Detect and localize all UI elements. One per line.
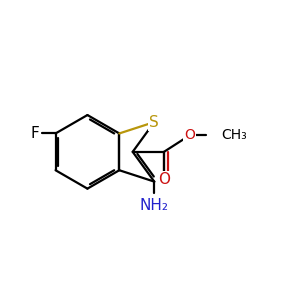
Text: CH₃: CH₃ [222,128,247,142]
Text: F: F [31,126,40,141]
Text: O: O [184,128,195,142]
Text: S: S [149,115,159,130]
Text: O: O [158,172,170,187]
Text: NH₂: NH₂ [140,198,169,213]
